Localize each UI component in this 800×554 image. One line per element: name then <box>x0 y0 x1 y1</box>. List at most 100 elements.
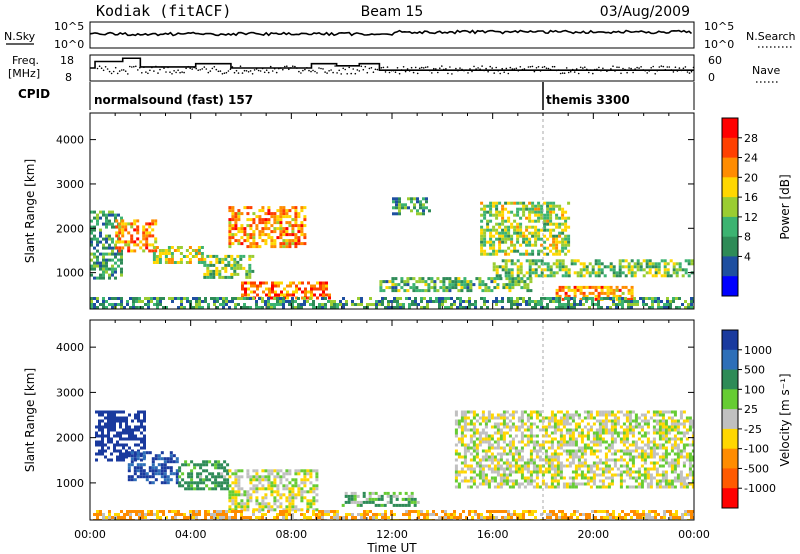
heatmap-cell <box>627 268 631 272</box>
heatmap-cell <box>189 510 192 513</box>
heatmap-cell <box>454 280 458 284</box>
heatmap-cell <box>483 213 487 217</box>
heatmap-cell <box>564 268 568 272</box>
heatmap-cell <box>246 239 250 243</box>
nave-point <box>229 68 232 70</box>
heatmap-cell <box>534 243 538 247</box>
heatmap-cell <box>549 249 553 253</box>
heatmap-cell <box>574 443 578 447</box>
heatmap-cell <box>303 303 306 306</box>
nave-point <box>467 72 469 74</box>
heatmap-cell <box>643 443 647 447</box>
heatmap-cell <box>643 473 647 477</box>
heatmap-cell <box>295 290 298 294</box>
heatmap-cell <box>640 449 644 453</box>
heatmap-cell <box>564 252 568 256</box>
heatmap-cell <box>217 472 221 476</box>
heatmap-cell <box>279 230 283 234</box>
heatmap-cell <box>502 470 506 474</box>
heatmap-cell <box>568 437 572 441</box>
heatmap-cell <box>670 419 674 423</box>
heatmap-cell <box>523 464 527 468</box>
heatmap-cell <box>246 206 250 210</box>
heatmap-cell <box>460 479 464 483</box>
heatmap-cell <box>159 510 162 513</box>
heatmap-cell <box>300 224 304 228</box>
heatmap-cell <box>282 245 286 249</box>
heatmap-cell <box>495 271 499 275</box>
heatmap-cell <box>654 297 657 300</box>
heatmap-cell <box>246 490 250 494</box>
heatmap-cell <box>405 510 408 513</box>
nave-point <box>398 72 401 75</box>
heatmap-cell <box>294 242 298 246</box>
heatmap-cell <box>180 513 183 516</box>
heatmap-cell <box>664 440 668 444</box>
heatmap-cell <box>237 209 241 213</box>
heatmap-cell <box>354 303 357 306</box>
heatmap-cell <box>279 221 283 225</box>
heatmap-cell <box>610 467 614 471</box>
heatmap-cell <box>555 262 559 266</box>
heatmap-cell <box>628 431 632 435</box>
heatmap-cell <box>484 416 488 420</box>
heatmap-cell <box>360 516 363 519</box>
heatmap-cell <box>133 228 137 232</box>
heatmap-cell <box>220 484 224 488</box>
heatmap-cell <box>101 413 104 417</box>
heatmap-cell <box>553 419 557 423</box>
heatmap-cell <box>682 476 686 480</box>
heatmap-cell <box>300 306 303 309</box>
heatmap-cell <box>167 249 171 252</box>
heatmap-cell <box>573 262 577 266</box>
heatmap-cell <box>110 425 113 429</box>
heatmap-cell <box>246 505 250 509</box>
nave-point <box>189 67 191 70</box>
heatmap-cell <box>688 464 692 468</box>
heatmap-cell <box>642 259 646 263</box>
heatmap-cell <box>252 212 256 216</box>
heatmap-cell <box>634 425 638 429</box>
heatmap-cell <box>568 485 572 489</box>
heatmap-cell <box>397 283 401 287</box>
heatmap-cell <box>294 510 297 513</box>
heatmap-cell <box>511 446 515 450</box>
heatmap-cell <box>291 516 294 519</box>
heatmap-cell <box>471 303 474 306</box>
heatmap-cell <box>279 493 283 497</box>
heatmap-cell <box>148 225 152 229</box>
heatmap-cell <box>597 268 601 272</box>
heatmap-cell <box>577 434 581 438</box>
heatmap-cell <box>273 478 277 482</box>
heatmap-cell <box>651 516 654 519</box>
nave-point <box>241 72 244 74</box>
heatmap-cell <box>170 252 174 255</box>
heatmap-cell <box>184 487 188 491</box>
heatmap-cell <box>684 510 687 513</box>
heatmap-cell <box>307 281 310 285</box>
heatmap-cell <box>417 510 420 513</box>
heatmap-cell <box>636 303 639 306</box>
heatmap-cell <box>546 222 550 226</box>
heatmap-cell <box>604 410 608 414</box>
heatmap-cell <box>249 206 253 210</box>
nave-point <box>284 65 286 68</box>
nave-point <box>590 69 592 71</box>
heatmap-cell <box>96 240 99 244</box>
heatmap-cell <box>297 230 301 234</box>
heatmap-cell <box>631 476 635 480</box>
heatmap-cell <box>574 413 578 417</box>
heatmap-cell <box>258 297 261 300</box>
heatmap-cell <box>526 283 530 287</box>
heatmap-cell <box>298 287 301 291</box>
heatmap-cell <box>420 513 423 516</box>
nave-point <box>551 65 554 68</box>
heatmap-cell <box>208 487 212 491</box>
heatmap-cell <box>208 478 212 482</box>
heatmap-cell <box>483 228 487 232</box>
heatmap-cell <box>688 455 692 459</box>
heatmap-cell <box>691 473 694 477</box>
heatmap-cell <box>282 227 286 231</box>
heatmap-cell <box>253 290 256 294</box>
heatmap-cell <box>105 237 108 241</box>
